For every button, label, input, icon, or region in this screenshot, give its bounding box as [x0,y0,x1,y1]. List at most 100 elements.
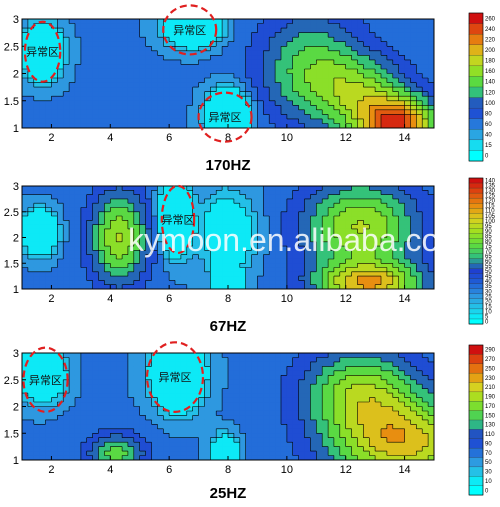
heat-cell [87,203,93,208]
heat-cell [69,42,75,47]
heat-cell [293,199,299,204]
heat-cell [163,51,169,56]
heat-cell [293,268,299,273]
heat-cell [134,268,140,273]
heat-cell [22,195,28,200]
heat-cell [322,33,328,38]
heat-cell [287,259,293,264]
heat-cell [151,276,157,281]
heat-cell [257,380,263,385]
heat-cell [393,96,399,101]
heat-cell [375,276,381,281]
heat-cell [234,384,240,389]
heat-cell [69,92,75,97]
heat-cell [146,442,152,447]
heat-cell [281,402,287,407]
heat-cell [181,276,187,281]
heat-cell [281,33,287,38]
heat-cell [263,42,269,47]
heat-cell [175,114,181,119]
heat-cell [75,51,81,56]
heat-cell [40,229,46,234]
heat-cell [69,250,75,255]
heat-cell [334,110,340,115]
heat-cell [263,353,269,358]
heat-cell [63,220,69,225]
heat-cell [122,259,128,264]
heat-cell [116,242,122,247]
heat-cell [46,119,52,124]
heat-cell [340,415,346,420]
heat-cell [169,389,175,394]
heat-cell [169,451,175,456]
heat-cell [99,429,105,434]
heat-cell [140,362,146,367]
heat-cell [263,203,269,208]
heat-cell [252,203,258,208]
heat-cell [281,216,287,221]
heat-cell [263,69,269,74]
heat-cell [69,398,75,403]
heat-cell [328,276,334,281]
heat-cell [257,398,263,403]
heat-cell [328,83,334,88]
heat-cell [257,263,263,268]
heat-cell [275,276,281,281]
heat-cell [357,186,363,191]
heat-cell [299,96,305,101]
heat-cell [81,442,87,447]
heat-cell [399,87,405,92]
heat-cell [234,407,240,412]
heat-cell [193,451,199,456]
x-tick-label: 10 [281,293,293,305]
heat-cell [40,114,46,119]
heat-cell [340,46,346,51]
heat-cell [252,24,258,29]
heat-cell [352,389,358,394]
heat-cell [228,384,234,389]
heat-cell [263,37,269,42]
heat-cell [287,207,293,212]
heat-cell [69,366,75,371]
heat-cell [175,64,181,69]
heat-cell [193,96,199,101]
colorbar-tick-label: 0 [485,319,489,325]
heat-cell [257,447,263,452]
heat-cell [146,190,152,195]
heat-cell [252,216,258,221]
heat-cell [299,380,305,385]
heat-cell [305,87,311,92]
heat-cell [234,353,240,358]
heat-cell [405,114,411,119]
heat-cell [81,238,87,243]
heat-cell [163,92,169,97]
heat-cell [99,186,105,191]
heat-cell [310,195,316,200]
heat-cell [22,220,28,225]
heat-cell [352,87,358,92]
heat-cell [175,263,181,268]
heat-cell [187,55,193,60]
heat-cell [246,96,252,101]
heat-cell [269,69,275,74]
heat-cell [199,407,205,412]
heat-cell [375,420,381,425]
heat-cell [346,42,352,47]
heat-cell [157,119,163,124]
heat-cell [257,357,263,362]
heat-cell [99,114,105,119]
heat-cell [410,199,416,204]
heat-cell [275,259,281,264]
heat-cell [69,46,75,51]
heat-cell [122,42,128,47]
heat-cell [334,55,340,60]
heat-cell [357,190,363,195]
heat-cell [375,393,381,398]
heat-cell [381,398,387,403]
heat-cell [334,415,340,420]
heat-cell [87,101,93,106]
heat-cell [134,110,140,115]
heat-cell [346,407,352,412]
heat-cell [69,371,75,376]
heat-cell [275,64,281,69]
